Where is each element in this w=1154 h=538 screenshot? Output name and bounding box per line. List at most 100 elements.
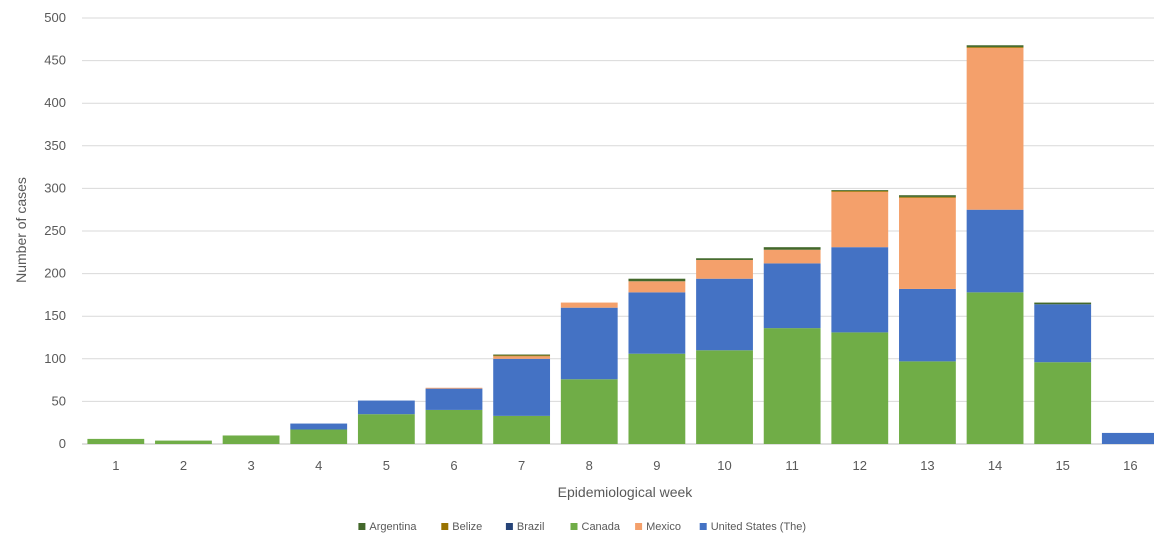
- legend-swatch: [441, 523, 449, 530]
- x-tick-label: 5: [383, 458, 390, 473]
- bar-segment-mexico: [763, 249, 821, 264]
- bar-segment-canada: [696, 350, 753, 444]
- bar-segment-united-states-the: [966, 209, 1024, 293]
- legend-swatch: [358, 523, 366, 530]
- bar-segment-united-states-the: [425, 388, 483, 410]
- bar-segment-canada: [628, 353, 686, 444]
- legend-swatch: [699, 523, 707, 530]
- y-axis-title: Number of cases: [13, 177, 29, 283]
- y-tick-label: 150: [44, 308, 66, 323]
- legend-item: Brazil: [505, 521, 545, 533]
- x-tick-label: 4: [315, 458, 322, 473]
- bar-segment-united-states-the: [560, 307, 618, 380]
- bar-segment-united-states-the: [899, 288, 956, 362]
- y-tick-label: 0: [59, 436, 66, 451]
- bar-segment-mexico: [560, 302, 618, 308]
- x-tick-label: 8: [586, 458, 593, 473]
- bar-segment-argentina: [763, 247, 821, 250]
- bar-segment-mexico: [899, 197, 956, 289]
- bar-segment-united-states-the: [696, 278, 753, 351]
- bar-segment-belize: [493, 355, 551, 357]
- bar-segment-canada: [290, 429, 348, 444]
- bar-segment-united-states-the: [763, 263, 821, 329]
- bar-segment-canada: [560, 379, 618, 444]
- bar-segment-mexico: [831, 191, 889, 248]
- bar-segment-mexico: [628, 281, 686, 293]
- bar-segment-canada: [966, 292, 1024, 444]
- legend-item: Canada: [570, 521, 621, 533]
- x-axis-title: Epidemiological week: [558, 484, 694, 500]
- y-tick-label: 200: [44, 266, 66, 281]
- bar-segment-mexico: [966, 47, 1024, 210]
- legend-swatch: [505, 523, 513, 530]
- bar-segment-argentina: [1034, 302, 1092, 305]
- legend-label: Mexico: [646, 521, 681, 533]
- y-tick-label: 350: [44, 138, 66, 153]
- x-tick-labels: 1 2 3 4 5 6 7 8 9 10 11 12 13 14 15 16: [112, 458, 1137, 473]
- bar-segment-canada: [831, 332, 889, 444]
- bar-segment-mexico: [425, 387, 483, 389]
- bar-segment-united-states-the: [831, 247, 889, 333]
- bar-segment-united-states-the: [290, 423, 348, 430]
- bar-segment-united-states-the: [1101, 432, 1154, 444]
- x-tick-label: 12: [853, 458, 867, 473]
- legend-label: Argentina: [369, 521, 417, 533]
- bar-segment-mexico: [493, 356, 551, 359]
- bar-segment-united-states-the: [493, 358, 551, 416]
- x-tick-label: 11: [785, 458, 799, 473]
- bar-segment-canada: [493, 415, 551, 444]
- bar-segment-united-states-the: [628, 292, 686, 354]
- bars: [87, 45, 1154, 444]
- bar-segment-united-states-the: [1034, 304, 1092, 363]
- bar-segment-canada: [763, 328, 821, 444]
- bar-segment-canada: [1034, 362, 1092, 444]
- x-tick-label: 9: [653, 458, 660, 473]
- legend-item: United States (The): [699, 521, 806, 533]
- x-tick-label: 2: [180, 458, 187, 473]
- bar-segment-argentina: [493, 354, 551, 356]
- bar-segment-belize: [899, 196, 956, 198]
- y-tick-label: 100: [44, 351, 66, 366]
- x-tick-label: 15: [1055, 458, 1069, 473]
- bar-segment-argentina: [899, 195, 956, 197]
- x-tick-label: 1: [112, 458, 119, 473]
- legend-label: United States (The): [711, 521, 806, 533]
- y-tick-label: 250: [44, 223, 66, 238]
- bar-segment-canada: [87, 438, 145, 444]
- bar-segment-argentina: [831, 190, 889, 191]
- x-tick-label: 13: [920, 458, 934, 473]
- bar-segment-canada: [899, 361, 956, 444]
- x-tick-label: 3: [247, 458, 254, 473]
- legend-swatch: [570, 523, 578, 530]
- x-tick-label: 7: [518, 458, 525, 473]
- y-tick-label: 500: [44, 10, 66, 25]
- bar-segment-belize: [831, 190, 889, 192]
- bar-segment-belize: [966, 46, 1024, 48]
- bar-segment-canada: [425, 409, 483, 444]
- bar-segment-mexico: [696, 259, 753, 279]
- x-tick-label: 14: [988, 458, 1002, 473]
- legend-label: Brazil: [517, 521, 545, 533]
- bar-segment-argentina: [628, 278, 686, 282]
- x-tick-label: 16: [1123, 458, 1137, 473]
- legend-label: Canada: [582, 521, 621, 533]
- bar-segment-canada: [155, 440, 212, 444]
- bar-segment-united-states-the: [357, 400, 415, 415]
- legend-item: Argentina: [358, 521, 417, 533]
- legend-swatch: [635, 523, 643, 530]
- legend-item: Mexico: [635, 521, 681, 533]
- legend: Argentina Belize Brazil Canada Mexico United …: [358, 521, 806, 533]
- y-tick-label: 300: [44, 180, 66, 195]
- bar-segment-argentina: [966, 45, 1024, 47]
- y-tick-label: 400: [44, 95, 66, 110]
- legend-item: Belize: [441, 521, 482, 533]
- y-tick-label: 450: [44, 53, 66, 68]
- bar-segment-canada: [357, 414, 415, 444]
- y-tick-labels: 0 50 100 150 200 250 300 350 400 450 500: [44, 10, 66, 451]
- x-tick-label: 10: [717, 458, 731, 473]
- bar-segment-argentina: [696, 258, 753, 260]
- legend-label: Belize: [452, 521, 482, 533]
- x-tick-label: 6: [450, 458, 457, 473]
